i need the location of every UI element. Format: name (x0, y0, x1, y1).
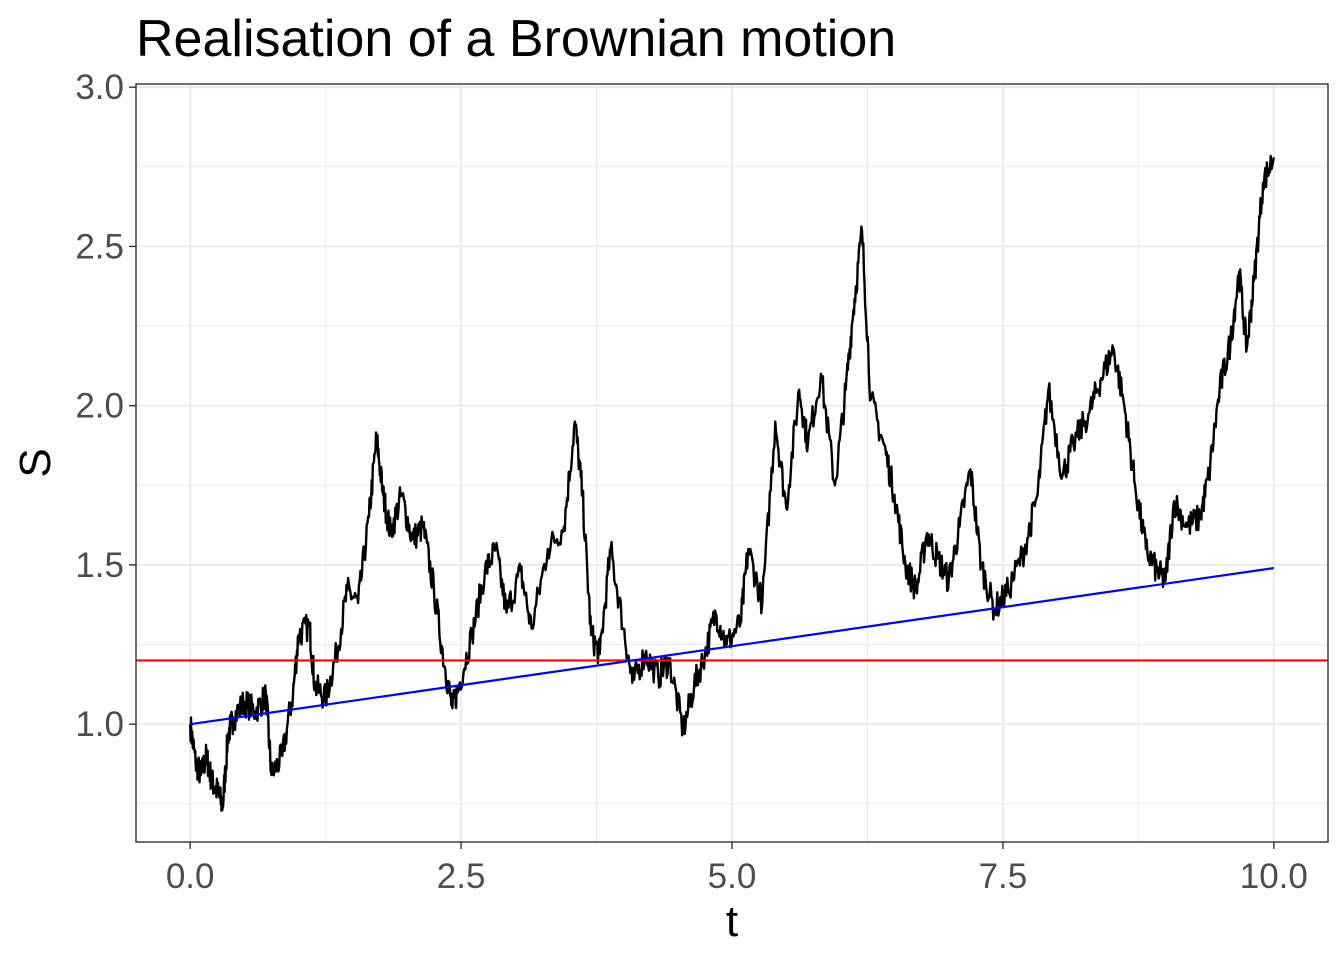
x-axis-title: t (726, 897, 738, 946)
brownian-path-line (189, 154, 1275, 812)
trend-line (190, 567, 1274, 726)
y-tick-label: 3.0 (75, 68, 124, 107)
axis-ticks: 0.0 2.5 5.0 7.5 10.0 1.0 1.5 2.0 2.5 3.0 (75, 68, 1308, 896)
x-tick-label: 10.0 (1240, 857, 1308, 896)
x-tick-label: 7.5 (979, 857, 1028, 896)
chart-title: Realisation of a Brownian motion (136, 10, 896, 68)
y-tick-label: 1.5 (75, 546, 124, 585)
x-tick-label: 0.0 (166, 857, 215, 896)
series-layer (136, 154, 1328, 812)
y-axis-title: S (11, 448, 60, 477)
y-tick-label: 2.0 (75, 387, 124, 426)
x-tick-label: 2.5 (437, 857, 486, 896)
x-tick-label: 5.0 (708, 857, 757, 896)
y-tick-label: 2.5 (75, 227, 124, 266)
y-tick-label: 1.0 (75, 705, 124, 744)
